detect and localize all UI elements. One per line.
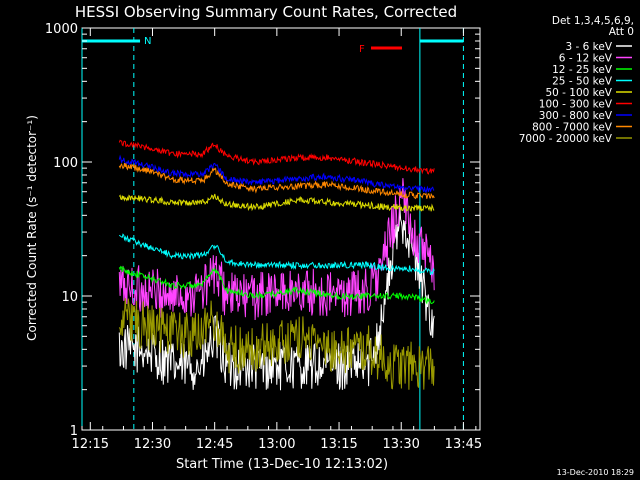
- night-flag-label: N: [144, 36, 151, 47]
- series-line: [118, 178, 435, 321]
- legend-label: 3 - 6 keV: [565, 41, 612, 53]
- legend-label: 7000 - 20000 keV: [519, 133, 613, 145]
- footer-date: 13-Dec-2010 18:29: [557, 468, 634, 477]
- legend-label: 800 - 7000 keV: [532, 122, 613, 134]
- flare-flag-label: F: [359, 44, 365, 55]
- y-tick-label: 1: [70, 424, 78, 439]
- legend-label: 12 - 25 keV: [552, 64, 613, 76]
- y-tick-label: 1000: [45, 22, 78, 37]
- series-line: [118, 139, 435, 175]
- series-line: [118, 207, 435, 391]
- legend-label: 25 - 50 keV: [552, 76, 613, 88]
- x-tick-label: 13:00: [258, 437, 295, 452]
- x-tick-label: 12:45: [196, 437, 233, 452]
- legend-label: 6 - 12 keV: [559, 53, 613, 65]
- x-tick-label: 12:30: [134, 437, 171, 452]
- legend-label: 50 - 100 keV: [545, 87, 612, 99]
- legend-header: Att 0: [609, 26, 634, 38]
- series-line: [118, 298, 435, 390]
- series-line: [118, 233, 435, 276]
- x-tick-label: 13:30: [382, 437, 419, 452]
- chart-title: HESSI Observing Summary Count Rates, Cor…: [75, 3, 457, 21]
- x-tick-label: 12:15: [72, 437, 109, 452]
- x-tick-label: 13:45: [445, 437, 482, 452]
- axes: 12:15 12:30 12:45 13:00 13:15 13:30 13:45 1 10 10…: [45, 22, 482, 452]
- series-lines: [118, 139, 435, 391]
- y-tick-label: 100: [53, 156, 78, 171]
- series-line: [118, 193, 435, 212]
- series-line: [118, 154, 435, 194]
- x-tick-label: 13:15: [320, 437, 357, 452]
- legend-label: 100 - 300 keV: [539, 99, 613, 111]
- x-axis-label: Start Time (13-Dec-10 12:13:02): [176, 457, 388, 472]
- series-line: [118, 265, 435, 305]
- legend-label: 300 - 800 keV: [539, 110, 613, 122]
- legend-header: Det 1,3,4,5,6,9,: [552, 15, 634, 27]
- series-line: [118, 162, 435, 200]
- y-tick-label: 10: [61, 290, 78, 305]
- y-axis-label: Corrected Count Rate (s⁻¹ detector⁻¹): [25, 115, 39, 341]
- flag-lines: NF: [81, 28, 464, 430]
